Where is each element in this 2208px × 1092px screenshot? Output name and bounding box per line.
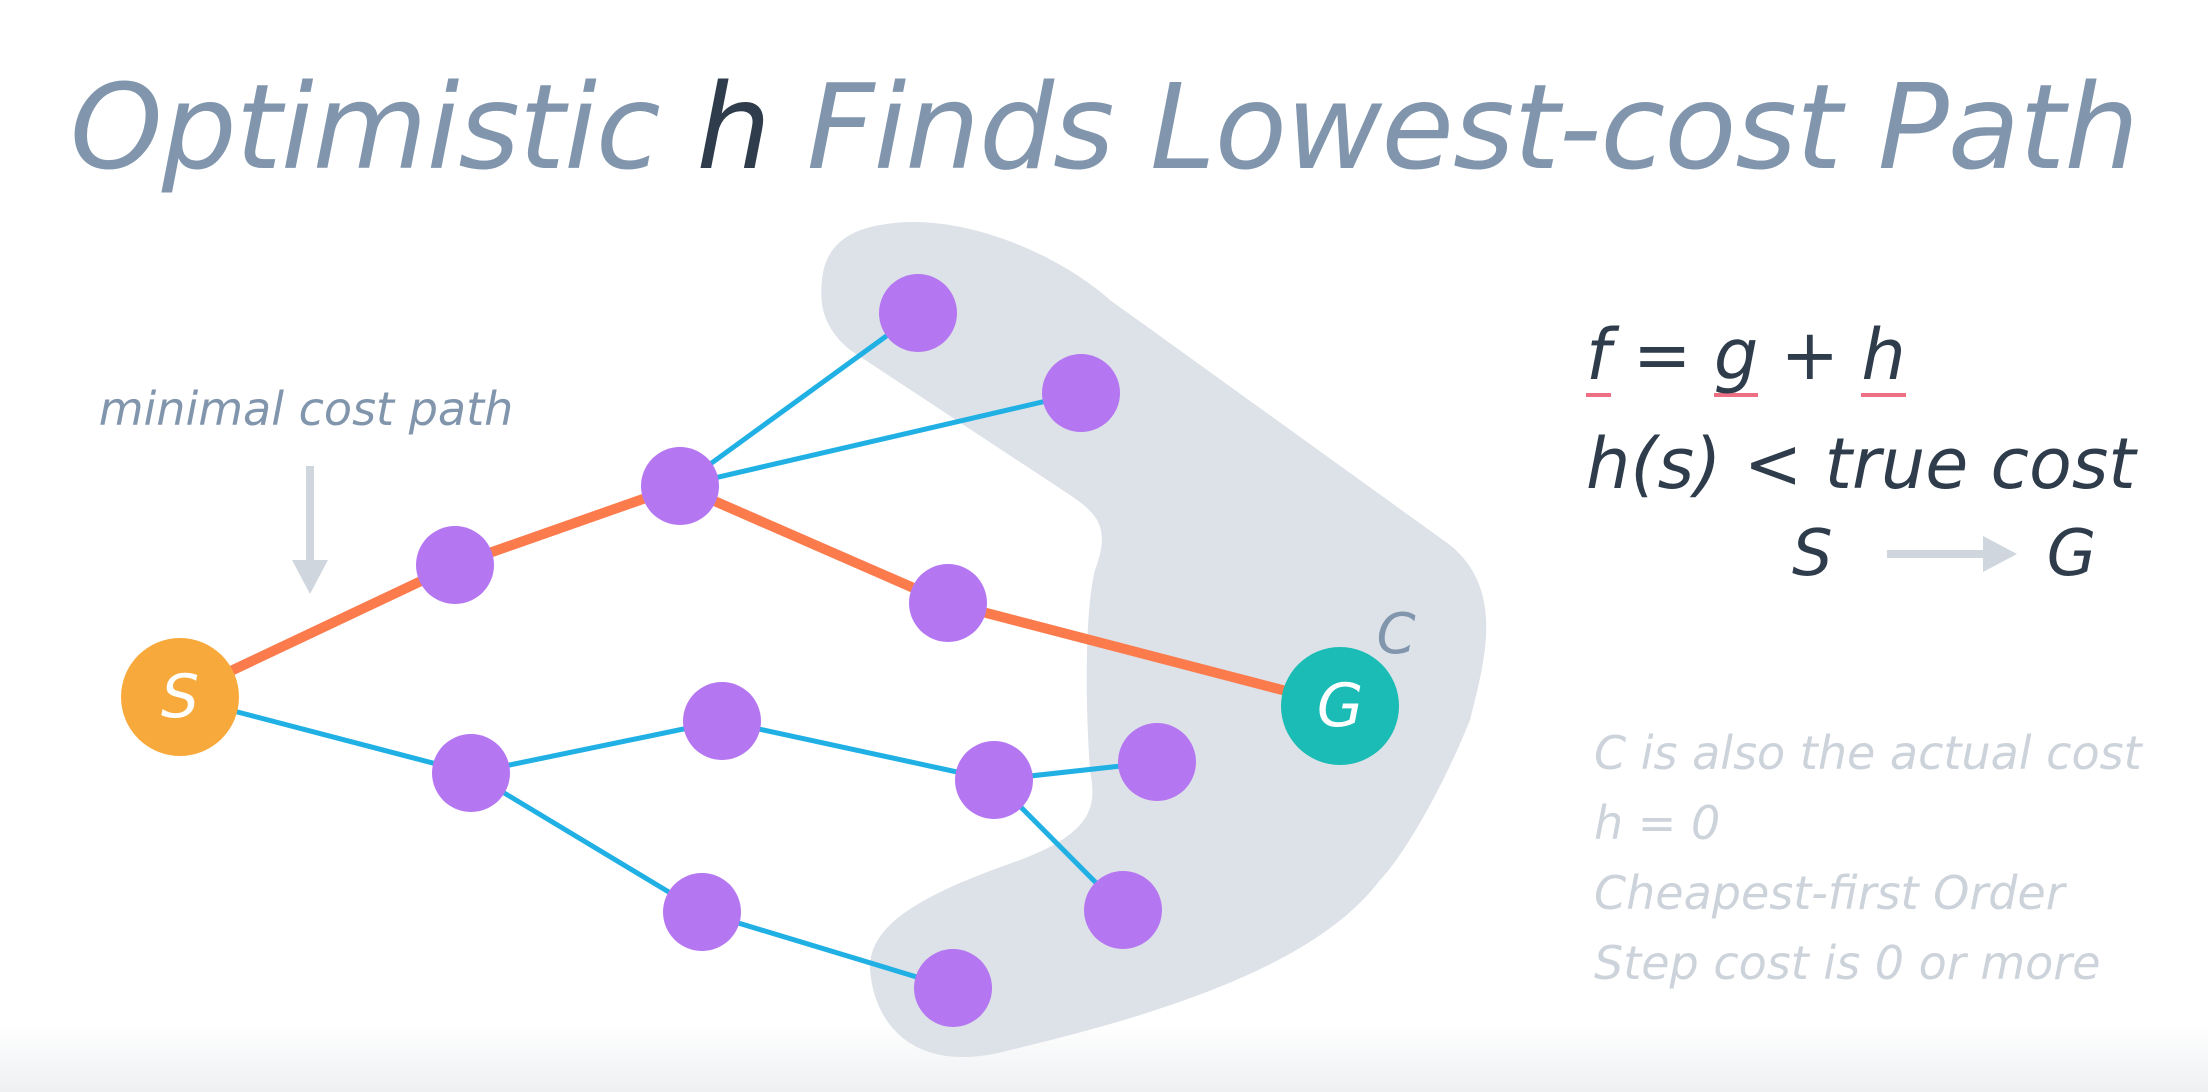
graph-node: [432, 734, 510, 812]
graph-node: [1042, 354, 1120, 432]
slide-title: Optimistic h Finds Lowest-cost Path: [0, 58, 2208, 196]
equals-sign: =: [1610, 314, 1714, 396]
optimal-edge: [450, 481, 685, 570]
graph-edge: [468, 770, 705, 915]
graph-edge: [677, 310, 921, 489]
contour-label: C: [1376, 602, 1415, 667]
right-arrow-icon: [1886, 536, 2017, 572]
contour-region: [821, 222, 1487, 1058]
graph-node: [663, 873, 741, 951]
plus-sign: +: [1758, 314, 1862, 396]
down-arrow-icon: [292, 466, 328, 594]
f-equals-g-plus-h: f = g + h: [1586, 310, 2136, 400]
s-to-g-line: S G: [1792, 514, 2136, 594]
optimal-edge: [675, 481, 953, 608]
f-term: f: [1586, 314, 1611, 397]
bottom-fade: [0, 1022, 2208, 1092]
graph-node: [1084, 871, 1162, 949]
graph-node: [955, 741, 1033, 819]
start-node-label: S: [161, 662, 199, 732]
graph-node: [641, 447, 719, 525]
from-s: S: [1792, 517, 1833, 591]
goal-node-label: G: [1317, 671, 1364, 741]
graph-node: [416, 526, 494, 604]
h-less-than-true-cost: h(s) < true cost: [1586, 423, 2136, 505]
graph-edge: [468, 718, 725, 776]
note-item: C is also the actual cost: [1594, 726, 2142, 780]
optimal-edge: [943, 598, 1345, 710]
note-item: Step cost is 0 or more: [1594, 936, 2101, 990]
goal-node: [1281, 647, 1399, 765]
graph-edge: [677, 390, 1084, 489]
graph-edge: [699, 909, 956, 991]
graph-node: [879, 274, 957, 352]
start-node: [121, 638, 239, 756]
graph-edge: [719, 718, 997, 783]
title-part-2: Finds Lowest-cost Path: [770, 58, 2140, 196]
notes-list: C is also the actual cost h = 0 Cheapest…: [1594, 718, 2142, 998]
note-item: Cheapest-first Order: [1594, 866, 2065, 920]
formula-block: f = g + h h(s) < true cost S G: [1586, 310, 2136, 594]
title-h: h: [696, 58, 771, 196]
h-term: h: [1861, 314, 1906, 397]
graph-nodes: [416, 274, 1196, 1027]
graph-node: [1118, 723, 1196, 801]
graph-node: [914, 949, 992, 1027]
title-part-1: Optimistic: [69, 58, 697, 196]
g-term: g: [1713, 314, 1759, 397]
graph-node: [909, 564, 987, 642]
note-item: h = 0: [1594, 796, 1721, 850]
minimal-cost-path-label: minimal cost path: [99, 382, 514, 436]
graph-node: [683, 682, 761, 760]
to-g: G: [2046, 517, 2097, 591]
